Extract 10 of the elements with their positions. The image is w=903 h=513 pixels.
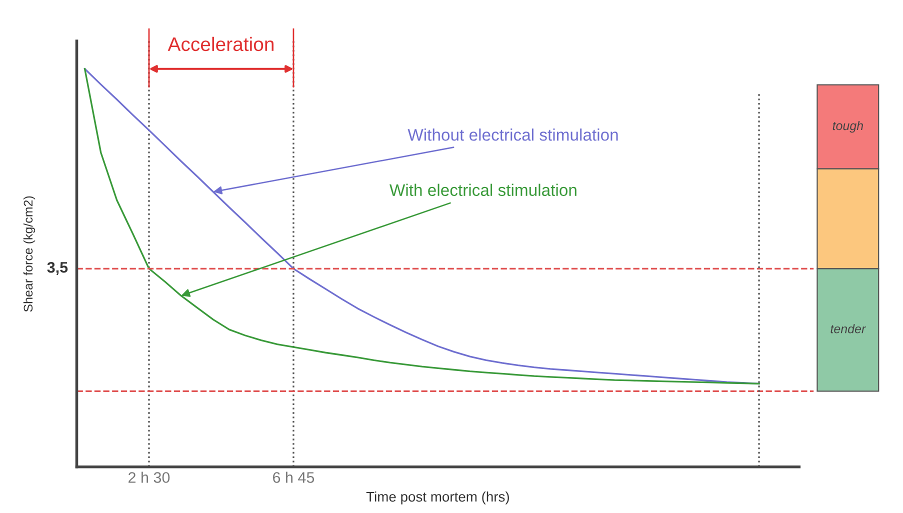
text: Acceleration [168, 36, 274, 52]
y-axis-title: Shear force (kg/cm2) [23, 196, 36, 312]
text: tender [830, 324, 866, 334]
x-tick-label: 6 h 45 [273, 472, 314, 483]
text: 3,5 [47, 262, 68, 275]
text: With electrical stimulation [390, 184, 576, 196]
text: tough [832, 120, 863, 133]
x-tick-label: 2 h 30 [128, 472, 170, 483]
text: Without electrical stimulation [408, 128, 618, 141]
x-axis-title: Time post mortem (hrs) [366, 491, 509, 504]
